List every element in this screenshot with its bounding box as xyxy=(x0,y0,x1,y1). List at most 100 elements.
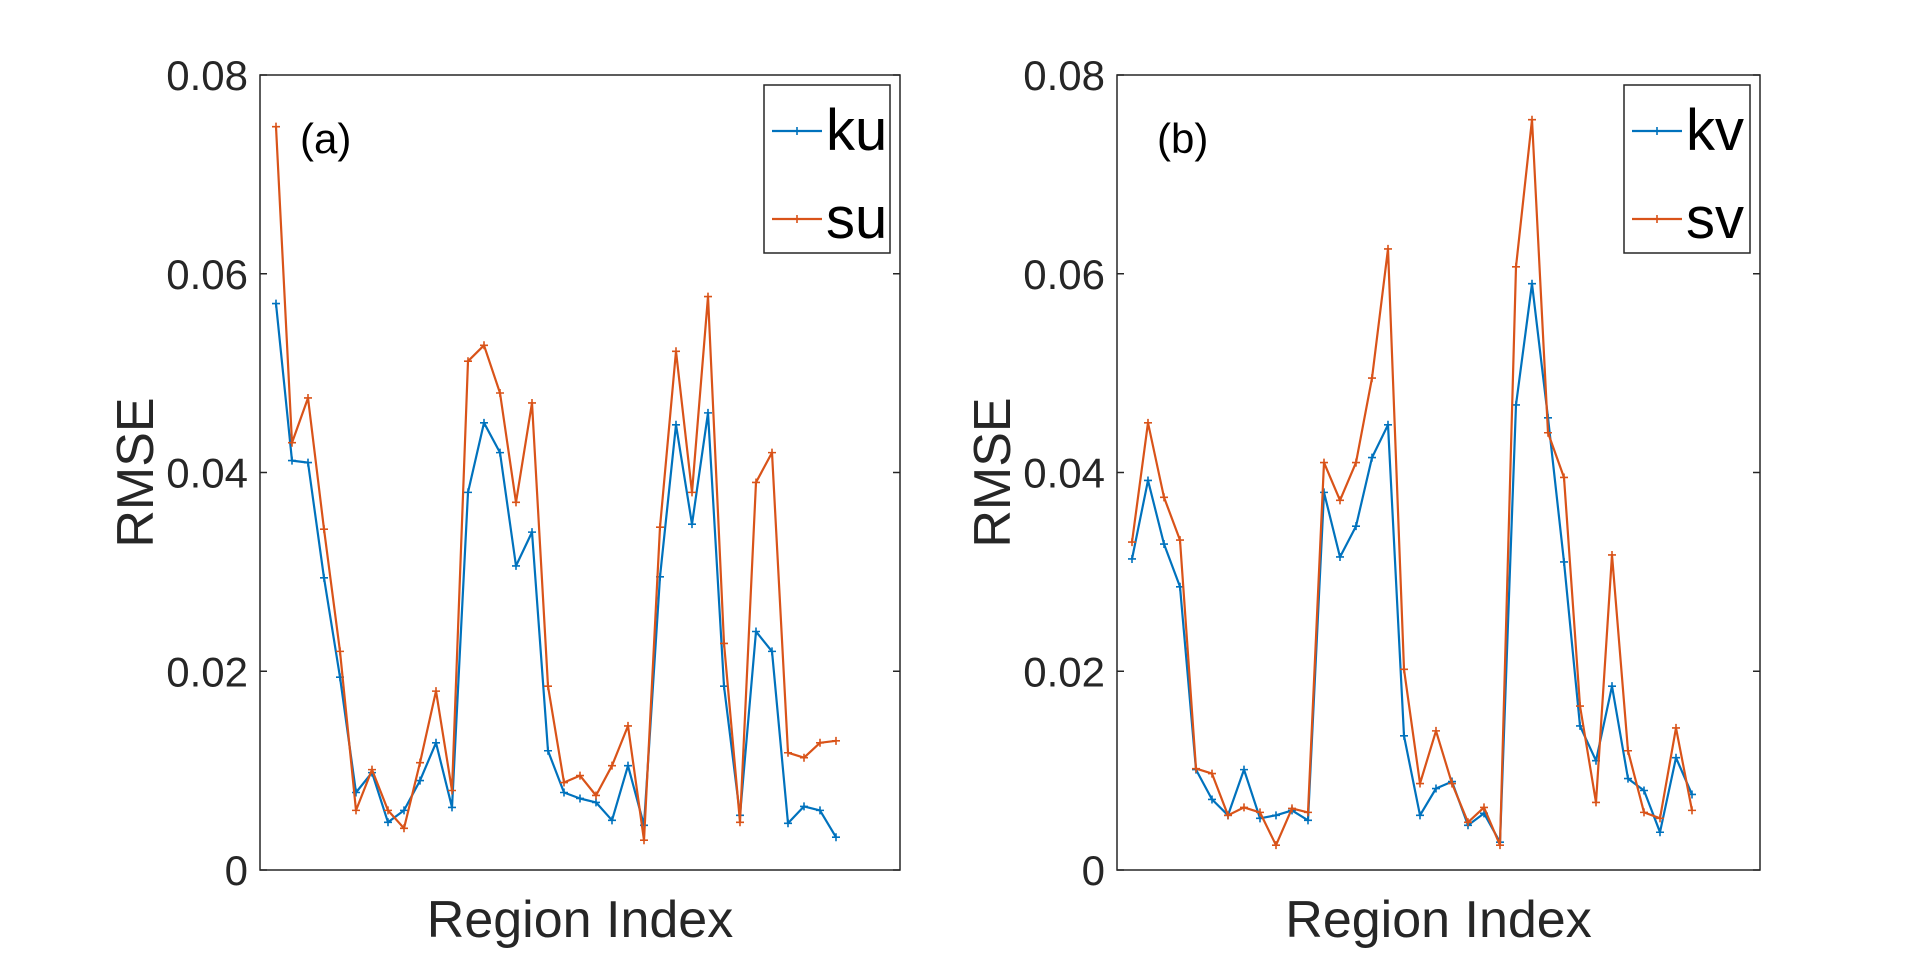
y-axis-label: RMSE xyxy=(107,397,165,547)
y-tick-label: 0.02 xyxy=(1023,648,1105,695)
data-point xyxy=(800,802,808,811)
data-point xyxy=(704,408,712,417)
data-point xyxy=(1608,550,1616,559)
data-point xyxy=(1496,841,1504,850)
data-point xyxy=(1576,702,1584,711)
legend-marker xyxy=(1653,127,1661,135)
data-point xyxy=(1640,786,1648,795)
data-point xyxy=(432,738,440,747)
data-point xyxy=(304,393,312,402)
legend-entry-kv: kv xyxy=(1632,98,1744,163)
legend-marker xyxy=(793,215,801,223)
data-point xyxy=(560,788,568,797)
x-axis-label: Region Index xyxy=(1285,891,1591,949)
legend-entry-su: su xyxy=(772,186,887,251)
chart-panel-a: 00.020.040.060.08 (a) Region Index RMSE … xyxy=(107,52,901,949)
data-point xyxy=(400,824,408,833)
data-point xyxy=(448,803,456,812)
data-point xyxy=(1688,806,1696,815)
plot-area-lines xyxy=(1128,115,1696,850)
data-point xyxy=(544,746,552,755)
data-point xyxy=(1160,540,1168,549)
y-ticks: 0 0.02 0.04 0.06 0.08 xyxy=(166,52,900,894)
data-point xyxy=(768,448,776,457)
data-point xyxy=(1128,554,1136,563)
data-point xyxy=(672,420,680,429)
data-point xyxy=(784,819,792,828)
data-point xyxy=(656,523,664,532)
data-point xyxy=(1288,804,1296,813)
data-point xyxy=(464,357,472,366)
data-point xyxy=(352,806,360,815)
data-point xyxy=(1592,798,1600,807)
data-point xyxy=(1624,746,1632,755)
data-point xyxy=(1304,816,1312,825)
data-point xyxy=(1368,374,1376,383)
data-point xyxy=(1304,808,1312,817)
data-point xyxy=(1512,400,1520,409)
data-point xyxy=(1176,536,1184,545)
data-point xyxy=(384,818,392,827)
data-point xyxy=(1416,811,1424,820)
legend-box xyxy=(763,84,891,254)
data-point xyxy=(816,738,824,747)
data-point xyxy=(608,761,616,770)
data-point xyxy=(688,520,696,529)
data-point xyxy=(576,794,584,803)
data-point xyxy=(1272,811,1280,820)
data-point xyxy=(688,488,696,497)
data-point xyxy=(1336,496,1344,505)
data-point xyxy=(784,748,792,757)
legend: ku su xyxy=(763,84,891,254)
data-point xyxy=(1320,488,1328,497)
data-point xyxy=(544,682,552,691)
series-markers-ku xyxy=(272,299,840,842)
data-point xyxy=(576,771,584,780)
data-point xyxy=(400,806,408,815)
data-point xyxy=(1256,808,1264,817)
data-point xyxy=(1608,682,1616,691)
data-point xyxy=(320,573,328,582)
data-point xyxy=(1448,779,1456,788)
data-point xyxy=(1384,420,1392,429)
y-tick-label: 0.06 xyxy=(166,251,248,298)
y-ticks: 0 0.02 0.04 0.06 0.08 xyxy=(1023,52,1760,894)
data-point xyxy=(608,816,616,825)
data-point xyxy=(592,791,600,800)
data-point xyxy=(672,347,680,356)
data-point xyxy=(1544,428,1552,437)
legend-marker xyxy=(793,127,801,135)
y-tick-label: 0.02 xyxy=(166,648,248,695)
chart-panel-b: 00.020.040.060.08 (b) Region Index RMSE … xyxy=(964,52,1761,949)
data-point xyxy=(1192,764,1200,773)
data-point xyxy=(1352,522,1360,531)
legend-label: sv xyxy=(1686,186,1744,251)
series-line-su xyxy=(274,126,837,842)
data-point xyxy=(480,341,488,350)
y-tick-label: 0 xyxy=(1082,847,1105,894)
data-point xyxy=(1528,115,1536,124)
data-point xyxy=(496,389,504,397)
data-point xyxy=(336,647,344,656)
data-point xyxy=(1480,803,1488,812)
data-point xyxy=(496,448,504,457)
data-point xyxy=(1624,774,1632,783)
legend-entry-ku: ku xyxy=(772,98,887,163)
data-point xyxy=(512,498,520,507)
data-point xyxy=(1656,814,1664,823)
data-point xyxy=(1336,552,1344,561)
data-point xyxy=(448,786,456,795)
data-point xyxy=(1352,458,1360,467)
data-point xyxy=(624,761,632,770)
data-point xyxy=(1672,723,1680,732)
data-point xyxy=(1400,665,1408,674)
y-tick-label: 0.04 xyxy=(1023,450,1105,497)
data-point xyxy=(288,456,296,465)
data-point xyxy=(640,836,648,845)
legend-entry-sv: sv xyxy=(1632,186,1744,251)
data-point xyxy=(1432,726,1440,735)
data-point xyxy=(1560,473,1568,482)
y-tick-label: 0.08 xyxy=(1023,52,1105,99)
data-point xyxy=(1240,803,1248,812)
